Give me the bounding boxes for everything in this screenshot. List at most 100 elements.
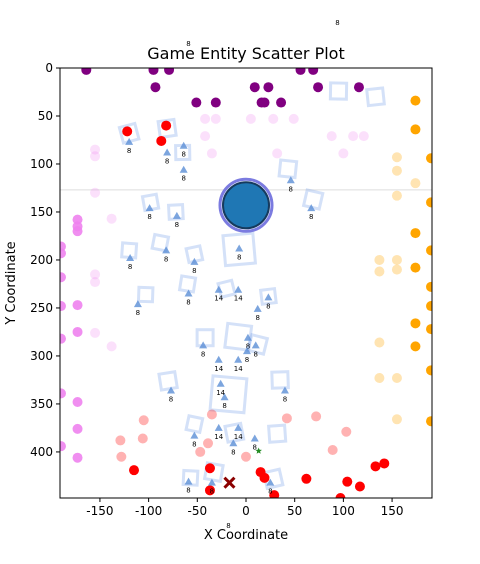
triangle-marker	[216, 379, 225, 387]
annotation: 8	[186, 40, 190, 48]
triangle-marker	[234, 285, 243, 293]
point	[81, 68, 92, 75]
triangle-marker	[264, 293, 273, 301]
triangle-marker	[162, 246, 171, 254]
point-label: 8	[246, 343, 250, 351]
point	[410, 318, 421, 329]
point-label: 14	[214, 365, 223, 373]
triangle-marker	[207, 478, 216, 486]
point	[164, 68, 175, 75]
x-marker	[223, 476, 236, 489]
triangle-marker	[286, 176, 295, 184]
point	[272, 148, 283, 159]
point	[259, 97, 270, 108]
y-tick-label: 400	[30, 445, 53, 459]
square-marker	[246, 332, 270, 356]
point-label: 8	[266, 302, 270, 310]
triangle-marker	[179, 141, 188, 149]
triangle-marker	[133, 300, 142, 308]
point	[148, 68, 159, 75]
point	[410, 95, 421, 106]
y-tick-label: 200	[30, 253, 53, 267]
point-label: 14	[234, 433, 243, 441]
point-label: 14	[234, 295, 243, 303]
point	[374, 254, 385, 265]
point-label: 14	[234, 365, 243, 373]
point	[60, 388, 66, 399]
x-tick-label: -50	[188, 504, 208, 518]
triangle-marker	[172, 211, 181, 219]
point	[122, 126, 133, 137]
square-marker	[184, 414, 205, 435]
point	[276, 97, 287, 108]
point	[391, 254, 402, 265]
annotation: 8	[335, 19, 339, 27]
square-marker	[267, 423, 288, 444]
point-label: 8	[237, 253, 241, 261]
x-tick-label: -100	[135, 504, 162, 518]
square-marker	[270, 370, 290, 390]
big-circle-ring	[218, 177, 274, 233]
square-marker	[181, 468, 200, 487]
triangle-marker	[126, 254, 135, 262]
point	[90, 187, 101, 198]
point-label: 8	[255, 314, 259, 322]
point	[204, 485, 215, 496]
triangle-marker	[214, 423, 223, 431]
point	[138, 415, 149, 426]
square-marker	[221, 231, 258, 268]
point	[90, 269, 101, 280]
point	[269, 490, 280, 498]
y-tick-label: 150	[30, 205, 53, 219]
point	[410, 228, 421, 239]
point	[60, 272, 66, 283]
square-marker	[157, 370, 179, 392]
x-tick-label: 100	[332, 504, 355, 518]
point	[72, 326, 83, 337]
point	[295, 68, 306, 75]
point	[72, 300, 83, 311]
square-marker	[258, 286, 278, 306]
point	[203, 438, 214, 449]
point-label: 8	[181, 175, 185, 183]
point	[137, 433, 148, 444]
point	[374, 373, 385, 384]
point-label: 14	[216, 389, 225, 397]
triangle-marker	[250, 434, 259, 442]
point	[60, 441, 66, 452]
point-label: 8	[289, 185, 293, 193]
triangle-marker	[253, 304, 262, 312]
point-label: 8	[245, 356, 249, 364]
y-tick-label: 0	[45, 61, 53, 75]
point	[206, 148, 217, 159]
point	[426, 365, 432, 376]
square-marker	[166, 203, 185, 221]
point	[426, 301, 432, 312]
point	[263, 82, 274, 93]
point-label: 8	[283, 396, 287, 404]
point	[191, 97, 202, 108]
point-label: 8	[165, 157, 169, 165]
point	[391, 190, 402, 201]
triangle-marker	[234, 423, 243, 431]
triangle-marker	[184, 289, 193, 297]
triangle-marker	[220, 393, 229, 401]
point	[60, 333, 66, 344]
point	[281, 413, 292, 424]
point	[116, 451, 127, 462]
y-tick-label: 100	[30, 157, 53, 171]
point-label: 8	[192, 267, 196, 275]
triangle-marker	[179, 165, 188, 173]
y-tick-label: 50	[38, 109, 53, 123]
point	[72, 397, 83, 408]
point	[353, 82, 364, 93]
point	[391, 414, 402, 425]
point	[206, 409, 217, 420]
point	[335, 493, 346, 498]
square-marker	[156, 117, 178, 140]
point	[391, 373, 402, 384]
point-label: 8	[147, 213, 151, 221]
point	[342, 476, 353, 487]
point	[72, 452, 83, 463]
